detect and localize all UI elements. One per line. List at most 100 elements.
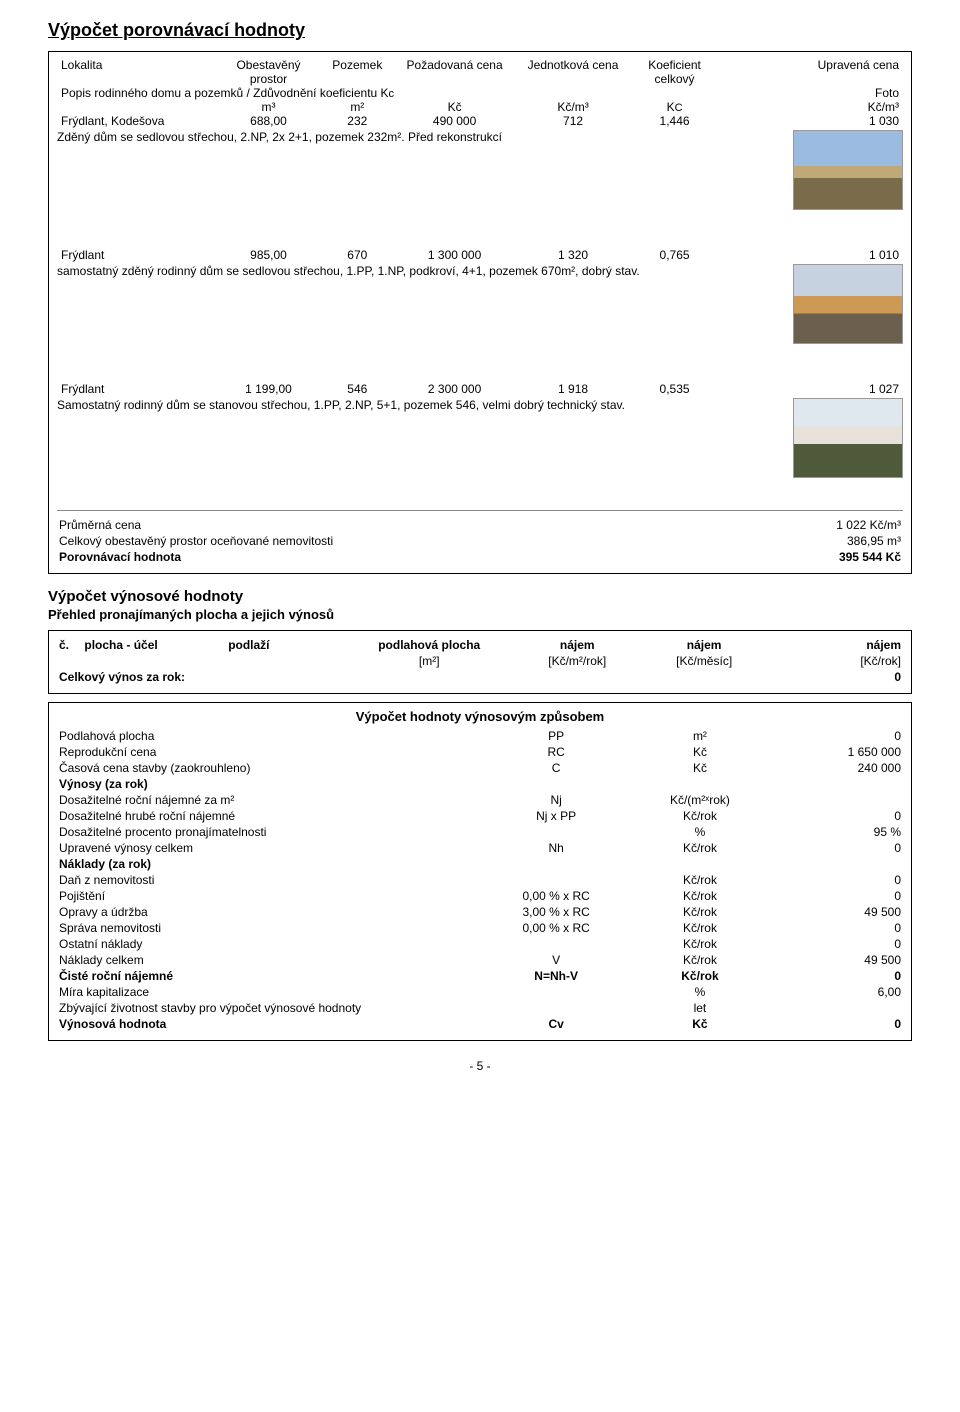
yc-plocha: plocha - účel [84,638,157,652]
separator [57,510,903,511]
yield-row: Daň z nemovitosti Kč/rok 0 [57,872,903,888]
u-kcc-sub: C [675,102,683,114]
comp-photo [793,264,903,344]
yield-row-symbol: N=Nh-V [534,969,578,983]
yc-total-label: Celkový výnos za rok: [59,670,185,684]
yield-row-label: Náklady (za rok) [59,857,151,871]
comparative-box: Lokalita Obestavěný prostor Pozemek Poža… [48,51,912,574]
comp-upr: 1 030 [869,114,899,128]
comparable-row: Frýdlant, Kodešova 688,00 232 490 000 71… [57,114,903,128]
u-kcc: K [667,100,675,114]
yield-row-label: Výnosy (za rok) [59,777,148,791]
yield-row-label: Dosažitelné roční nájemné za m² [59,793,234,807]
comp-jc: 1 918 [558,382,588,396]
yield-row-value: 0 [894,937,901,951]
yield-row-label: Reprodukční cena [59,745,156,759]
yield-row-unit: Kč [692,1017,707,1031]
yield-row-value: 0 [894,873,901,887]
comp-k: 1,446 [660,114,690,128]
yield-row-value: 49 500 [864,905,901,919]
header-table: Lokalita Obestavěný prostor Pozemek Poža… [57,58,903,114]
col-op: Obestavěný prostor [236,58,300,86]
comp-photo [793,398,903,478]
comp-lok: Frýdlant [61,382,104,396]
yield-row: Dosažitelné hrubé roční nájemné Nj x PP … [57,808,903,824]
yield-row-symbol: Nj [550,793,561,807]
yield-row-symbol: PP [548,729,564,743]
yield-row-label: Zbývající životnost stavby pro výpočet v… [59,1001,361,1015]
yield-row-value: 1 650 000 [848,745,901,759]
yield-row: Upravené výnosy celkem Nh Kč/rok 0 [57,840,903,856]
yield-row-value: 49 500 [864,953,901,967]
yc-n1-u: [Kč/m²/rok] [548,654,606,668]
yield-row-label: Časová cena stavby (zaokrouhleno) [59,761,250,775]
yield-row: Čisté roční nájemné N=Nh-V Kč/rok 0 [57,968,903,984]
yield-row-unit: Kč/rok [683,937,717,951]
yield-overview-box: č. plocha - účel podlaží podlahová ploch… [48,630,912,694]
yield-calc-table: Podlahová plocha PP m² 0 Reprodukční cen… [57,728,903,1032]
yield-row-value: 6,00 [878,985,901,999]
yield2-title: Výpočet hodnoty výnosovým způsobem [57,709,903,724]
comparable-block: Frýdlant, Kodešova 688,00 232 490 000 71… [57,114,903,248]
yield-row-symbol: Nh [548,841,563,855]
yield-row-unit: Kč/rok [683,953,717,967]
col-poz: Pozemek [332,58,382,72]
yield-row-label: Dosažitelné hrubé roční nájemné [59,809,235,823]
popis-sub: c [389,88,395,100]
yield-row-label: Čisté roční nájemné [59,969,173,983]
yc-total-val: 0 [894,670,901,684]
comp-poz: 670 [347,248,367,262]
yield-sub: Přehled pronajímaných plocha a jejich vý… [48,607,912,622]
yield-row: Výnosy (za rok) [57,776,903,792]
yield-row-label: Daň z nemovitosti [59,873,154,887]
comparable-row: Frýdlant 1 199,00 546 2 300 000 1 918 0,… [57,382,903,396]
comparable-block: Frýdlant 985,00 670 1 300 000 1 320 0,76… [57,248,903,382]
yield-row: Ostatní náklady Kč/rok 0 [57,936,903,952]
comp-cena: 2 300 000 [428,382,481,396]
yield-row: Výnosová hodnota Cv Kč 0 [57,1016,903,1032]
yc-n3: nájem [866,638,901,652]
comp-desc: Zděný dům se sedlovou střechou, 2.NP, 2x… [57,130,785,144]
yield-row-value: 0 [894,889,901,903]
page-footer: - 5 - [48,1059,912,1073]
yield-row: Reprodukční cena RC Kč 1 650 000 [57,744,903,760]
avg-val: 1 022 Kč/m³ [836,518,901,532]
ph-val: 395 544 Kč [839,550,901,564]
col-cena: Požadovaná cena [407,58,503,72]
yc-n1: nájem [560,638,595,652]
col-jc: Jednotková cena [528,58,619,72]
comp-desc: Samostatný rodinný dům se stanovou střec… [57,398,785,412]
comp-desc: samostatný zděný rodinný dům se sedlovou… [57,264,785,278]
comp-op: 1 199,00 [245,382,292,396]
u-m3: m³ [261,100,275,114]
yield-row-unit: Kč/rok [683,889,717,903]
comp-upr: 1 027 [869,382,899,396]
yc-n3-u: [Kč/rok] [860,654,901,668]
yield-row-label: Ostatní náklady [59,937,142,951]
foto-label: Foto [875,86,899,100]
avg-label: Průměrná cena [59,518,141,532]
yield-row: Míra kapitalizace % 6,00 [57,984,903,1000]
comp-cena: 490 000 [433,114,476,128]
col-k: Koeficient celkový [648,58,701,86]
yield-row: Opravy a údržba 3,00 % x RC Kč/rok 49 50… [57,904,903,920]
yield-row-unit: Kč/rok [683,809,717,823]
popis-label: Popis rodinného domu a pozemků / Zdůvodn… [61,86,389,100]
comp-op: 985,00 [250,248,287,262]
yield-row-symbol: 0,00 % x RC [522,921,589,935]
yield-row-label: Opravy a údržba [59,905,148,919]
comp-poz: 546 [347,382,367,396]
yc-c: č. [59,638,69,652]
u-kcm3: Kč/m³ [557,100,588,114]
yield-row: Pojištění 0,00 % x RC Kč/rok 0 [57,888,903,904]
ph-label: Porovnávací hodnota [59,550,181,564]
yield-row-value: 0 [894,969,901,983]
yc-pp: podlahová plocha [378,638,480,652]
yield-row-unit: let [694,1001,707,1015]
yield-row-symbol: C [552,761,561,775]
comp-photo [793,130,903,210]
yield-row-symbol: Nj x PP [536,809,576,823]
yield-title: Výpočet výnosové hodnoty [48,588,912,605]
yield-row-symbol: Cv [548,1017,563,1031]
yield-row-label: Míra kapitalizace [59,985,149,999]
